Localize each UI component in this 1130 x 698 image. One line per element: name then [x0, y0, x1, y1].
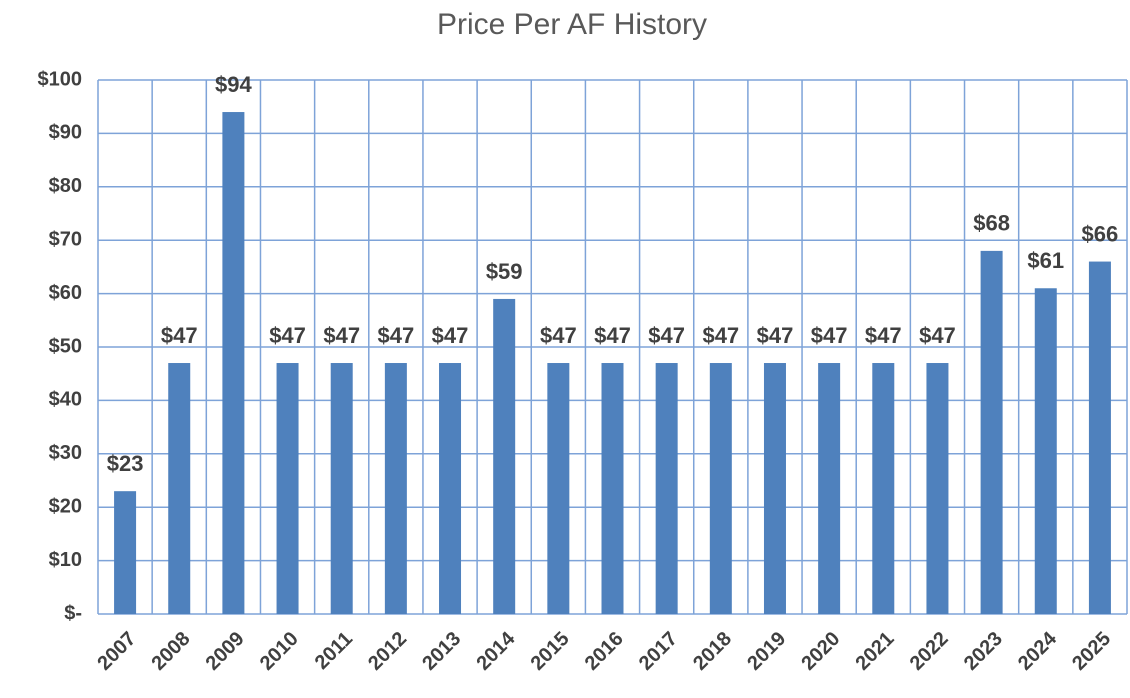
y-tick-label: $80	[49, 175, 82, 197]
bar	[1034, 288, 1057, 614]
x-tick-label: 2018	[689, 628, 736, 675]
data-label: $47	[757, 323, 794, 348]
bar	[439, 363, 462, 614]
y-tick-label: $60	[49, 282, 82, 304]
data-label: $66	[1082, 221, 1119, 246]
data-label: $68	[973, 211, 1010, 236]
x-tick-label: 2009	[202, 628, 249, 675]
bar	[384, 363, 407, 614]
data-label: $47	[161, 323, 198, 348]
data-label: $47	[432, 323, 469, 348]
y-tick-label: $30	[49, 442, 82, 464]
y-tick-label: $20	[49, 495, 82, 517]
x-tick-label: 2013	[418, 628, 465, 675]
bar	[763, 363, 786, 614]
data-label: $47	[702, 323, 739, 348]
y-tick-label: $40	[49, 389, 82, 411]
x-tick-label: 2019	[743, 628, 790, 675]
x-tick-label: 2021	[852, 628, 899, 675]
x-tick-label: 2017	[635, 628, 682, 675]
chart-title: Price Per AF History	[437, 8, 707, 41]
bar	[168, 363, 191, 614]
bar	[655, 363, 678, 614]
bar	[601, 363, 624, 614]
data-label: $59	[486, 259, 523, 284]
data-label: $23	[107, 451, 144, 476]
data-label: $47	[594, 323, 631, 348]
y-tick-label: $-	[64, 602, 82, 624]
x-tick-label: 2008	[147, 628, 194, 675]
data-label: $47	[919, 323, 956, 348]
data-label: $47	[811, 323, 848, 348]
data-label: $47	[865, 323, 902, 348]
bar	[1088, 261, 1111, 614]
x-tick-label: 2015	[527, 628, 574, 675]
bar	[926, 363, 949, 614]
data-label: $47	[269, 323, 306, 348]
bar	[330, 363, 353, 614]
data-label: $61	[1027, 248, 1064, 273]
bar	[114, 491, 137, 614]
x-tick-label: 2010	[256, 628, 303, 675]
y-tick-label: $100	[38, 68, 83, 90]
x-tick-label: 2007	[93, 628, 140, 675]
x-tick-label: 2016	[581, 628, 628, 675]
bar	[709, 363, 732, 614]
data-label: $94	[215, 72, 252, 97]
y-tick-label: $90	[49, 122, 82, 144]
data-label: $47	[648, 323, 685, 348]
bar	[547, 363, 570, 614]
x-tick-label: 2011	[311, 628, 357, 674]
data-label: $47	[378, 323, 415, 348]
bar	[276, 363, 299, 614]
x-tick-label: 2020	[797, 628, 844, 675]
y-tick-label: $10	[49, 549, 82, 571]
bar	[493, 298, 516, 614]
y-tick-label: $70	[49, 228, 82, 250]
data-label: $47	[323, 323, 360, 348]
bar	[818, 363, 841, 614]
x-tick-label: 2014	[472, 627, 520, 675]
x-tick-label: 2024	[1014, 627, 1062, 675]
x-tick-label: 2012	[364, 628, 411, 675]
bar	[872, 363, 895, 614]
data-label: $47	[540, 323, 577, 348]
x-tick-label: 2022	[906, 628, 953, 675]
bar	[222, 112, 245, 614]
y-tick-label: $50	[49, 335, 82, 357]
x-tick-label: 2025	[1068, 628, 1115, 675]
bar	[980, 250, 1003, 614]
x-tick-label: 2023	[960, 628, 1007, 675]
